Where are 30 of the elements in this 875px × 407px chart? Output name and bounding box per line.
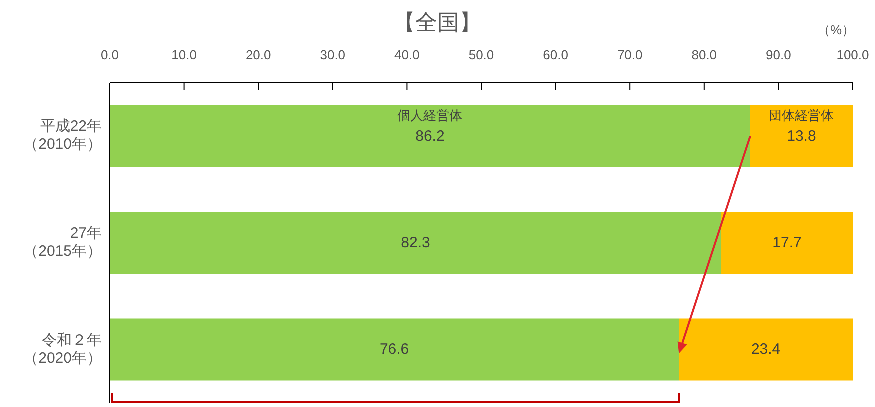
y-tick-label: 27年（2015年） <box>24 225 102 261</box>
x-tick-label: 60.0 <box>543 48 568 62</box>
x-tick-label: 20.0 <box>246 48 272 62</box>
x-tick-label: 0.0 <box>100 48 120 62</box>
data-label: 82.3 <box>401 234 430 252</box>
data-label: 17.7 <box>772 234 802 252</box>
bar <box>110 105 750 168</box>
bar <box>110 212 722 274</box>
x-tick-label: 30.0 <box>320 48 346 62</box>
data-label: 13.8 <box>787 128 816 145</box>
x-tick-label: 80.0 <box>692 48 718 62</box>
x-tick-label: 70.0 <box>617 48 643 62</box>
x-tick-label: 100.0 <box>836 48 870 62</box>
series-label: 個人経営体 <box>398 108 463 123</box>
x-axis-title: （%） <box>817 22 855 38</box>
x-tick-label: 10.0 <box>172 48 197 62</box>
bar <box>750 105 853 168</box>
data-label: 86.2 <box>416 128 445 145</box>
x-tick-label: 50.0 <box>468 48 494 62</box>
bar <box>110 318 680 381</box>
y-tick-label: 平成22年（2010年） <box>24 118 102 154</box>
x-tick-label: 40.0 <box>394 48 420 62</box>
data-label: 76.6 <box>380 341 410 358</box>
data-label: 23.4 <box>751 341 781 358</box>
bar <box>679 318 853 381</box>
series-label: 団体経営体 <box>769 108 834 123</box>
x-tick-label: 90.0 <box>766 48 792 62</box>
chart-title: 【全国】 <box>394 10 482 35</box>
bar <box>721 212 853 274</box>
y-tick-label: 令和２年（2020年） <box>24 332 102 368</box>
